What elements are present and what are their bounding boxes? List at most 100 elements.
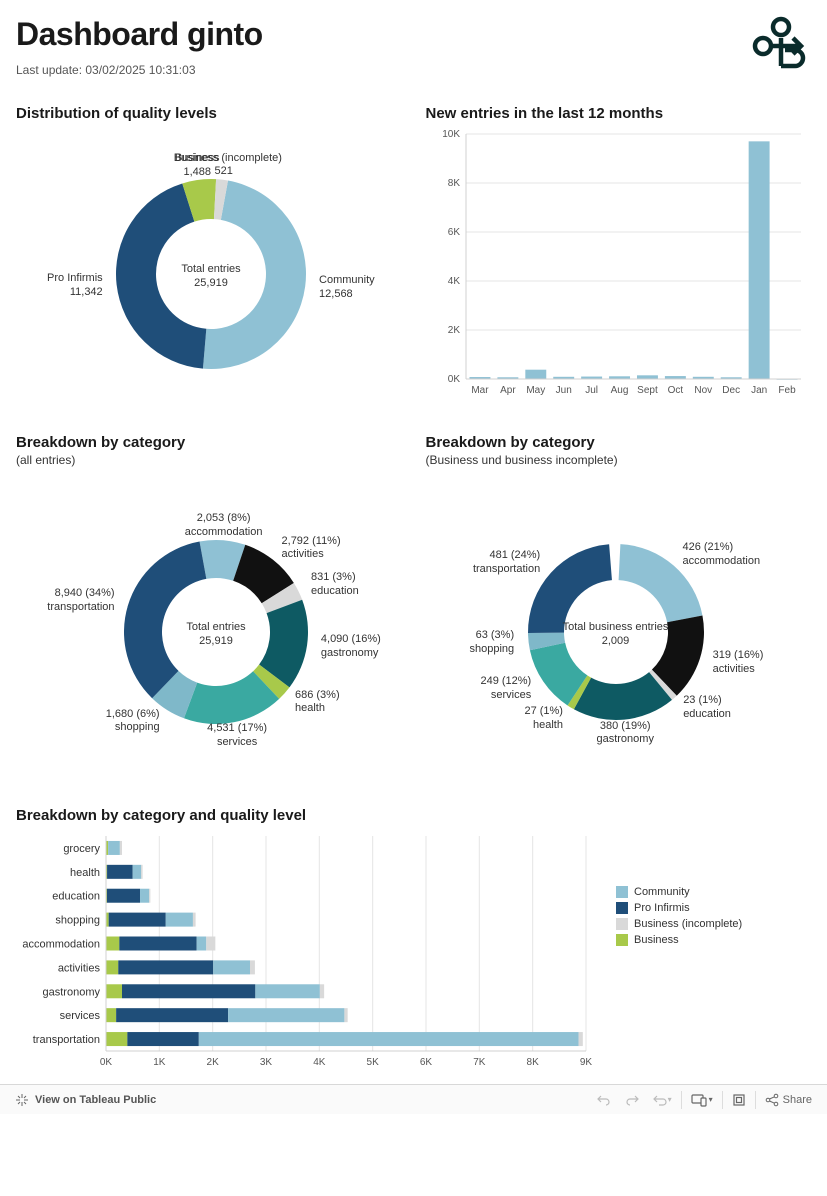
stacked-segment[interactable] [213, 960, 250, 974]
svg-text:6K: 6K [447, 227, 460, 238]
donut-slice-label: 1,680 (6%)shopping [106, 708, 160, 736]
donut-chart-quality[interactable]: Total entries25,919Community12,568Pro In… [16, 124, 396, 404]
stacked-segment[interactable] [119, 937, 196, 951]
donut-slice-label: 8,940 (34%)transportation [47, 587, 114, 615]
svg-text:Nov: Nov [694, 385, 712, 396]
donut-slice-label: 4,531 (17%)services [187, 722, 287, 750]
legend-label: Business [634, 934, 679, 946]
svg-text:6K: 6K [420, 1057, 433, 1068]
stacked-segment[interactable] [122, 984, 255, 998]
device-button[interactable]: ▾ [684, 1085, 720, 1115]
month-bar[interactable] [525, 370, 546, 379]
category-label: health [70, 867, 100, 879]
section-months: New entries in the last 12 months 0K2K4K… [426, 105, 812, 404]
section-breakdown-business: Breakdown by category (Business und busi… [426, 434, 812, 777]
stacked-segment[interactable] [197, 937, 207, 951]
redo-icon [625, 1093, 639, 1107]
chart-title-breakdown-business: Breakdown by category [426, 434, 812, 451]
stacked-segment[interactable] [106, 960, 118, 974]
legend-item[interactable]: Community [616, 886, 742, 898]
fullscreen-button[interactable] [725, 1085, 753, 1115]
svg-text:8K: 8K [447, 178, 460, 189]
svg-text:Oct: Oct [667, 385, 683, 396]
stacked-segment[interactable] [228, 1008, 344, 1022]
stacked-segment[interactable] [193, 913, 196, 927]
legend-label: Business (incomplete) [634, 918, 742, 930]
svg-text:9K: 9K [580, 1057, 593, 1068]
donut-slice-label: Pro Infirmis11,342 [47, 272, 103, 300]
donut-slice-label: 249 (12%)services [480, 675, 531, 703]
stacked-segment[interactable] [199, 1032, 579, 1046]
category-label: activities [58, 962, 101, 974]
redo-button[interactable] [618, 1085, 646, 1115]
donut-center-label: Total business entries2,009 [561, 620, 671, 649]
stacked-segment[interactable] [133, 865, 142, 879]
chart-title-quality: Distribution of quality levels [16, 105, 402, 122]
stacked-segment[interactable] [320, 984, 324, 998]
stacked-segment[interactable] [106, 984, 122, 998]
donut-slice-label: 380 (19%)gastronomy [575, 720, 675, 748]
chart-title-stacked: Breakdown by category and quality level [16, 807, 811, 824]
legend-swatch [616, 918, 628, 930]
stacked-segment[interactable] [250, 960, 255, 974]
donut-slice-label: 2,053 (8%)accommodation [174, 512, 274, 540]
stacked-segment[interactable] [108, 841, 120, 855]
stacked-segment[interactable] [120, 841, 122, 855]
donut-slice-label: 63 (3%)shopping [469, 629, 514, 657]
svg-text:5K: 5K [367, 1057, 380, 1068]
legend-item[interactable]: Pro Infirmis [616, 902, 742, 914]
donut-chart-all[interactable]: Total entries25,919 2,053 (8%)accommodati… [16, 467, 396, 777]
bar-chart-months[interactable]: 0K2K4K6K8K10KMarAprMayJunJulAugSeptOctNo… [426, 124, 806, 404]
stacked-segment[interactable] [141, 865, 142, 879]
donut-slice-label: 319 (16%)activities [713, 649, 764, 677]
undo-icon [597, 1093, 611, 1107]
stacked-segment[interactable] [255, 984, 320, 998]
svg-text:Jan: Jan [751, 385, 767, 396]
stacked-segment[interactable] [116, 1008, 228, 1022]
stacked-segment[interactable] [149, 889, 150, 903]
replay-button[interactable]: ▾ [646, 1085, 679, 1115]
category-label: gastronomy [43, 986, 101, 998]
undo-button[interactable] [590, 1085, 618, 1115]
share-button[interactable]: Share [758, 1085, 819, 1115]
stacked-segment[interactable] [107, 865, 133, 879]
legend-swatch [616, 934, 628, 946]
month-bar[interactable] [636, 375, 657, 379]
toolbar-divider [755, 1091, 756, 1109]
share-label: Share [783, 1094, 812, 1106]
month-bar[interactable] [748, 141, 769, 379]
legend-swatch [616, 902, 628, 914]
stacked-segment[interactable] [579, 1032, 583, 1046]
stacked-legend: Community Pro Infirmis Business (incomplet… [616, 886, 742, 950]
donut-slice-label: 23 (1%)education [683, 694, 731, 722]
stacked-segment[interactable] [118, 960, 213, 974]
stacked-segment[interactable] [166, 913, 193, 927]
replay-icon [653, 1093, 667, 1107]
legend-item[interactable]: Business [616, 934, 742, 946]
svg-text:3K: 3K [260, 1057, 273, 1068]
chart-subtitle-breakdown-business: (Business und business incomplete) [426, 453, 812, 467]
stacked-segment[interactable] [109, 913, 166, 927]
view-on-tableau-link[interactable]: View on Tableau Public [8, 1085, 163, 1115]
stacked-bar-chart[interactable]: 0K1K2K3K4K5K6K7K8K9Kgroceryhealtheducati… [16, 826, 596, 1076]
stacked-segment[interactable] [106, 1032, 127, 1046]
stacked-segment[interactable] [140, 889, 149, 903]
category-label: accommodation [22, 939, 100, 951]
chart-grid: Distribution of quality levels Total ent… [16, 105, 811, 1076]
header: Dashboard ginto Last update: 03/02/2025 … [16, 16, 811, 77]
fullscreen-icon [732, 1093, 746, 1107]
stacked-segment[interactable] [106, 937, 119, 951]
donut-chart-business[interactable]: Total business entries2,009426 (21%)acco… [426, 467, 806, 777]
svg-text:Mar: Mar [471, 385, 489, 396]
svg-text:May: May [526, 385, 545, 396]
donut-center-label: Total entries25,919 [161, 620, 271, 649]
stacked-segment[interactable] [107, 889, 140, 903]
legend-item[interactable]: Business (incomplete) [616, 918, 742, 930]
stacked-segment[interactable] [106, 1008, 116, 1022]
stacked-segment[interactable] [344, 1008, 347, 1022]
donut-slice-label: Community12,568 [319, 274, 375, 302]
svg-text:Sept: Sept [637, 385, 658, 396]
chart-subtitle-breakdown-all: (all entries) [16, 453, 402, 467]
stacked-segment[interactable] [206, 937, 215, 951]
stacked-segment[interactable] [127, 1032, 198, 1046]
